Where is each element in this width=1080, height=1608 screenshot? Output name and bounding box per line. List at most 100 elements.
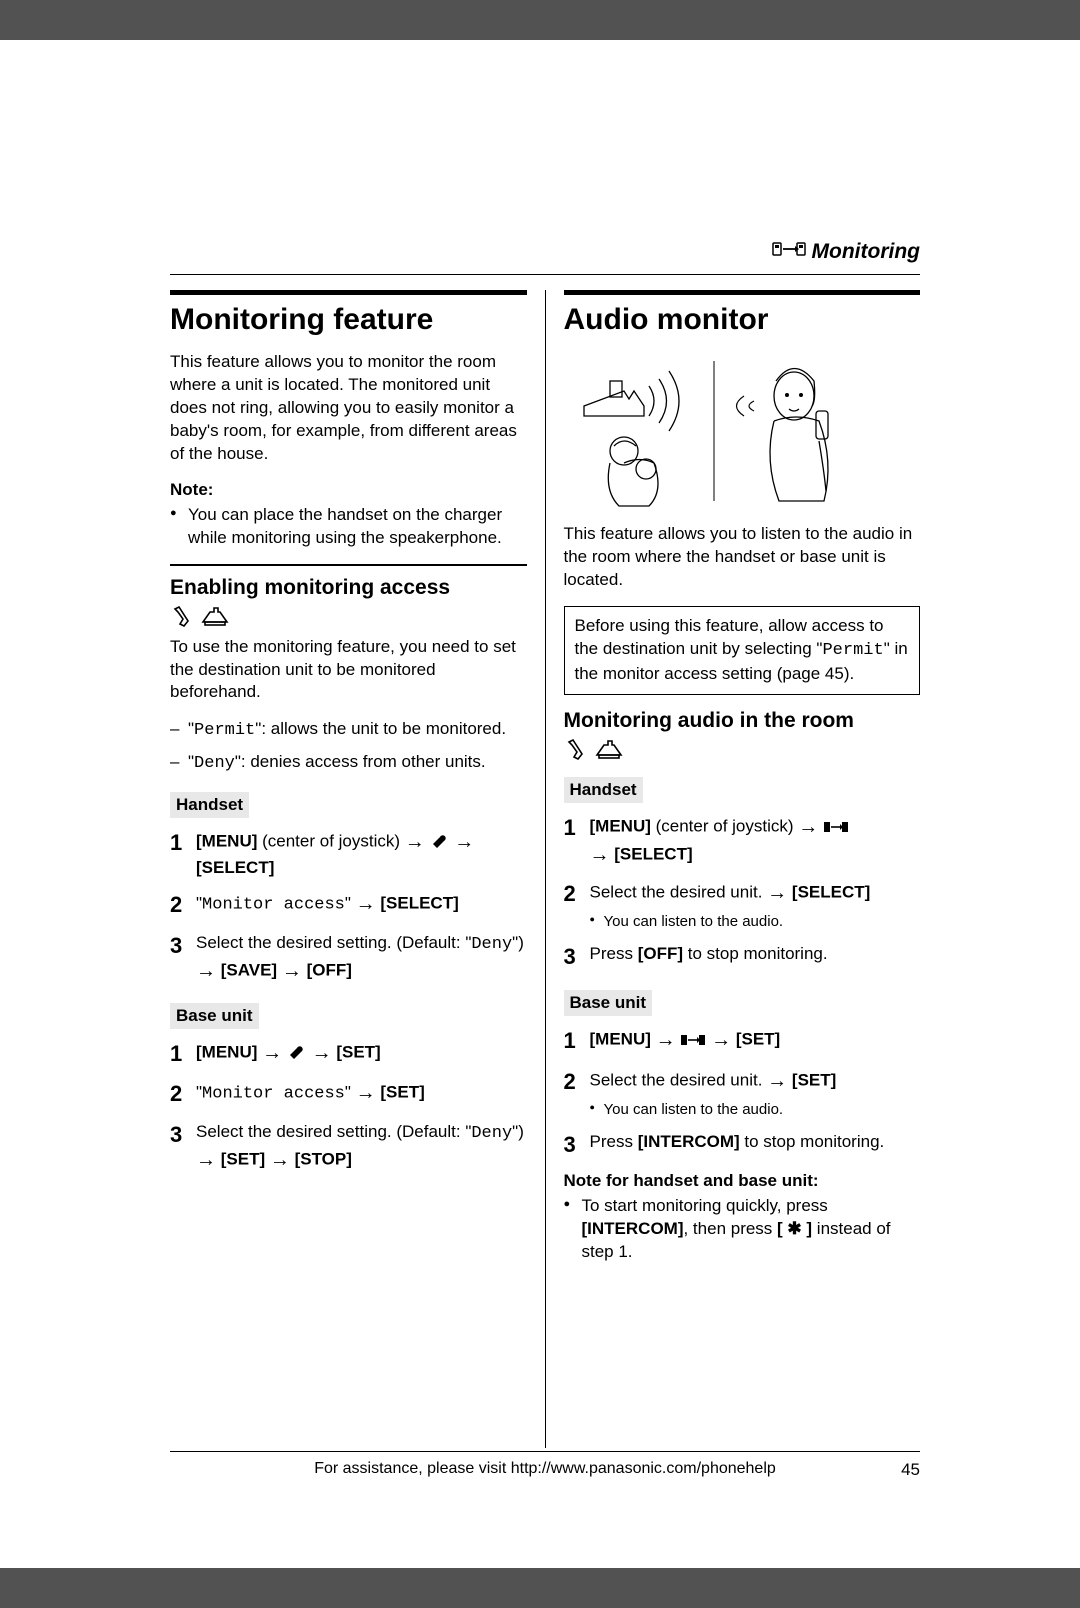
header-rule: [170, 274, 920, 275]
base-unit-section-label: Base unit: [564, 990, 653, 1016]
base-icon: [200, 606, 230, 628]
set-key: [SET]: [221, 1150, 265, 1169]
menu-key: [MENU]: [196, 832, 257, 851]
step-text: to stop monitoring.: [740, 1132, 885, 1151]
step-body: Select the desired unit. → [SELECT] You …: [590, 879, 921, 932]
info-box: Before using this feature, allow access …: [564, 606, 921, 695]
step-body: [MENU] → → [SET]: [590, 1026, 921, 1054]
section-header-text: Monitoring: [812, 240, 920, 264]
wrench-icon: [287, 1042, 307, 1061]
arrow-icon: →: [356, 1082, 376, 1104]
handset-step-2: 2 Select the desired unit. → [SELECT] Yo…: [564, 879, 921, 932]
arrow-icon: →: [262, 1042, 282, 1064]
note-bullet: To start monitoring quickly, press [INTE…: [564, 1195, 921, 1264]
base-step-2: 2 "Monitor access" → [SET]: [170, 1079, 527, 1110]
arrow-icon: →: [282, 960, 302, 982]
content-columns: Monitoring feature This feature allows y…: [170, 290, 920, 1448]
monitor-icon: [680, 1030, 706, 1049]
step-text: (center of joystick): [257, 832, 404, 851]
step-number: 1: [170, 1039, 188, 1070]
section-header: Monitoring: [772, 240, 920, 264]
illustration: [564, 351, 921, 511]
handset-icon: [564, 739, 586, 761]
right-column: Audio monitor: [546, 290, 921, 1448]
step-number: 1: [564, 813, 582, 844]
step-number: 3: [564, 1130, 582, 1161]
menu-key: [MENU]: [590, 816, 651, 835]
select-key: [SELECT]: [614, 844, 692, 863]
set-key: [SET]: [336, 1042, 380, 1061]
wrench-icon: [430, 832, 450, 851]
deny-code: Deny: [471, 935, 512, 954]
step-number: 2: [170, 1079, 188, 1110]
base-step-1: 1 [MENU] → → [SET]: [170, 1039, 527, 1070]
monitor-access-code: Monitor access: [202, 896, 345, 915]
step-number: 1: [170, 828, 188, 859]
step-body: [MENU] (center of joystick) → → [SELECT]: [590, 813, 921, 869]
arrow-icon: →: [196, 960, 216, 982]
step-number: 3: [170, 1120, 188, 1151]
monitor-icon: [823, 816, 849, 835]
arrow-icon: →: [312, 1042, 332, 1064]
step-body: Select the desired setting. (Default: "D…: [196, 931, 527, 985]
base-unit-section-label: Base unit: [170, 1003, 259, 1029]
page-footer: For assistance, please visit http://www.…: [170, 1451, 920, 1478]
off-key: [OFF]: [307, 960, 352, 979]
step-text: Select the desired unit.: [590, 1071, 768, 1090]
select-key: [SELECT]: [196, 858, 274, 877]
step-body: "Monitor access" → [SET]: [196, 1079, 527, 1107]
deny-text: : denies access from other units.: [241, 752, 486, 771]
deny-item: "Deny": denies access from other units.: [170, 751, 527, 776]
save-key: [SAVE]: [221, 960, 277, 979]
arrow-icon: →: [356, 893, 376, 915]
permit-text: : allows the unit to be monitored.: [261, 719, 506, 738]
handset-icon: [170, 606, 192, 628]
section-bar: [170, 290, 527, 295]
base-step-2: 2 Select the desired unit. → [SET] You c…: [564, 1067, 921, 1120]
step-body: Press [OFF] to stop monitoring.: [590, 942, 921, 966]
step-body: Press [INTERCOM] to stop monitoring.: [590, 1130, 921, 1154]
set-key: [SET]: [736, 1030, 780, 1049]
arrow-icon: →: [656, 1029, 676, 1051]
step-number: 2: [564, 1067, 582, 1098]
step-text: Select the desired unit.: [590, 882, 768, 901]
device-icons: [564, 739, 921, 761]
step-body: [MENU] → → [SET]: [196, 1039, 527, 1067]
step-text: to stop monitoring.: [683, 944, 828, 963]
arrow-icon: →: [270, 1149, 290, 1171]
left-column: Monitoring feature This feature allows y…: [170, 290, 545, 1448]
heading-monitoring-feature: Monitoring feature: [170, 303, 527, 337]
section-bar: [564, 290, 921, 295]
handset-step-1: 1 [MENU] (center of joystick) → → [SELEC…: [564, 813, 921, 869]
arrow-icon: →: [767, 882, 787, 904]
set-key: [SET]: [380, 1083, 424, 1102]
intercom-key: [INTERCOM]: [582, 1219, 684, 1238]
enable-intro: To use the monitoring feature, you need …: [170, 636, 527, 705]
base-step-1: 1 [MENU] → → [SET]: [564, 1026, 921, 1057]
base-icon: [594, 739, 624, 761]
step-number: 3: [170, 931, 188, 962]
off-key: [OFF]: [638, 944, 683, 963]
step-text: Press: [590, 1132, 638, 1151]
permit-code: Permit: [194, 721, 255, 740]
stop-key: [STOP]: [295, 1150, 352, 1169]
document-page: Monitoring Monitoring feature This featu…: [0, 40, 1080, 1568]
handset-section-label: Handset: [170, 792, 249, 818]
step-text: Select the desired setting. (Default:: [196, 1122, 465, 1141]
arrow-icon: →: [767, 1070, 787, 1092]
base-step-3: 3 Select the desired setting. (Default: …: [170, 1120, 527, 1174]
handset-step-3: 3 Select the desired setting. (Default: …: [170, 931, 527, 985]
note-bullet: You can place the handset on the charger…: [170, 504, 527, 550]
handset-step-1: 1 [MENU] (center of joystick) → → [SELEC…: [170, 828, 527, 880]
permit-item: "Permit": allows the unit to be monitore…: [170, 718, 527, 743]
step-body: [MENU] (center of joystick) → → [SELECT]: [196, 828, 527, 880]
deny-code: Deny: [471, 1124, 512, 1143]
rule: [170, 564, 527, 566]
arrow-icon: →: [454, 831, 474, 853]
step-body: Select the desired setting. (Default: "D…: [196, 1120, 527, 1174]
arrow-icon: →: [798, 816, 818, 838]
intro-paragraph: This feature allows you to monitor the r…: [170, 351, 527, 466]
step-body: Select the desired unit. → [SET] You can…: [590, 1067, 921, 1120]
heading-monitoring-audio: Monitoring audio in the room: [564, 709, 921, 733]
set-key: [SET]: [792, 1071, 836, 1090]
